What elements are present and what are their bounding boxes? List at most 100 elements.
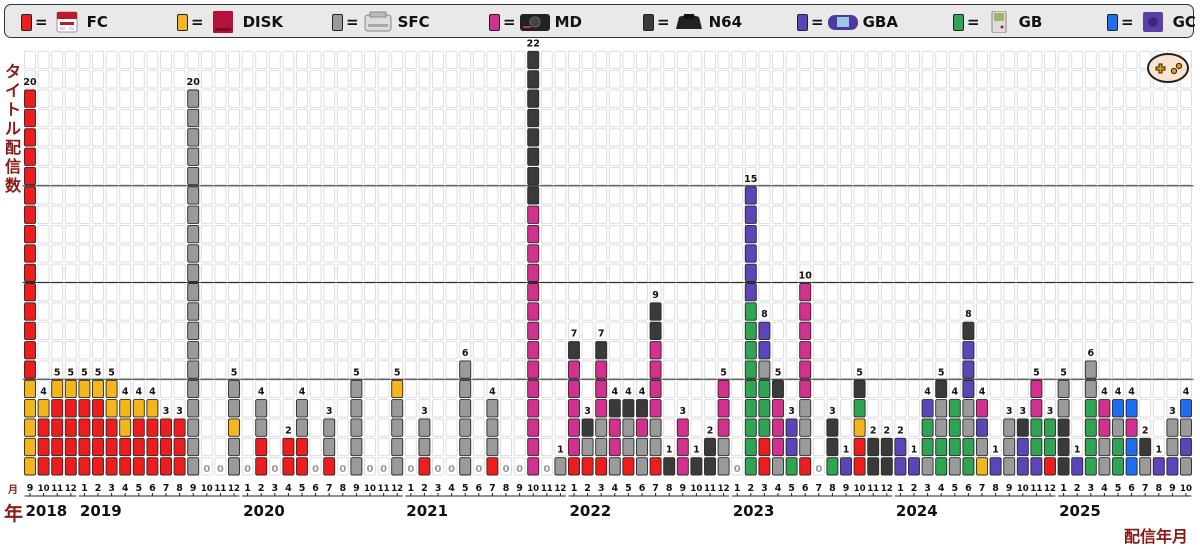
grid-cell bbox=[663, 224, 676, 244]
bar-cell-md bbox=[527, 457, 540, 476]
month-tick-label: 10 bbox=[201, 484, 213, 494]
bar-cell-md bbox=[649, 399, 662, 418]
year-labels: 2018 2019 2020 2021 2022 2023 2024 2025 bbox=[24, 493, 1192, 520]
bar-cell-sfc bbox=[228, 399, 240, 418]
grid-cell bbox=[908, 89, 920, 108]
grid-cell bbox=[690, 89, 703, 108]
grid-cell bbox=[880, 128, 893, 147]
grid-cell bbox=[921, 166, 934, 186]
grid-cell bbox=[812, 50, 825, 70]
grid-cell bbox=[173, 244, 186, 263]
grid-cell bbox=[1180, 379, 1192, 399]
bar-cell-sfc bbox=[622, 437, 635, 457]
grid-cell bbox=[364, 50, 376, 70]
grid-cell bbox=[472, 321, 485, 341]
month-tick-label: 3 bbox=[271, 483, 278, 494]
grid-cell bbox=[445, 321, 458, 341]
grid-cell bbox=[472, 418, 485, 437]
month-tick-label: 12 bbox=[718, 484, 730, 494]
grid-cell bbox=[880, 186, 893, 205]
grid-cell bbox=[78, 186, 91, 205]
bar-cell-sfc bbox=[418, 437, 431, 457]
grid-cell bbox=[377, 379, 390, 399]
bar-cell-sfc bbox=[1057, 399, 1070, 418]
grid-cell bbox=[948, 147, 961, 166]
bar-cell-sfc bbox=[323, 418, 336, 437]
grid-cell bbox=[1180, 341, 1192, 360]
grid-cell bbox=[935, 360, 948, 379]
grid-cell bbox=[880, 50, 893, 70]
grid-cell bbox=[282, 283, 295, 302]
data-label: 1 bbox=[557, 445, 564, 456]
grid-cell bbox=[1180, 89, 1192, 108]
grid-cell bbox=[690, 263, 703, 282]
bar-cell-gb bbox=[935, 437, 948, 457]
grid-cell bbox=[1098, 360, 1111, 379]
grid-cell bbox=[880, 147, 893, 166]
bar-cell-md bbox=[527, 360, 540, 379]
grid-cell bbox=[649, 147, 662, 166]
grid-cell bbox=[1152, 379, 1165, 399]
grid-cell bbox=[105, 321, 118, 341]
month-tick-label: 5 bbox=[1115, 483, 1122, 494]
grid-cell bbox=[486, 89, 499, 108]
grid-cell bbox=[540, 128, 553, 147]
grid-cell bbox=[377, 205, 390, 224]
grid-cell bbox=[404, 360, 417, 379]
grid-cell bbox=[758, 147, 771, 166]
grid-cell bbox=[663, 244, 676, 263]
bar-cell-n64 bbox=[622, 399, 635, 418]
grid-cell bbox=[336, 437, 349, 457]
grid-cell bbox=[690, 147, 703, 166]
month-tick-label: 10 bbox=[854, 484, 866, 494]
bar-cell-sfc bbox=[350, 399, 363, 418]
grid-cell bbox=[418, 166, 431, 186]
grid-cell bbox=[1084, 186, 1097, 205]
grid-cell bbox=[513, 89, 526, 108]
grid-cell bbox=[1071, 186, 1084, 205]
grid-cell bbox=[282, 244, 295, 263]
grid-cell bbox=[513, 457, 526, 476]
grid-cell bbox=[758, 128, 771, 147]
grid-cell bbox=[37, 379, 50, 399]
bar-cell-n64 bbox=[880, 437, 893, 457]
grid-cell bbox=[486, 205, 499, 224]
grid-cell bbox=[214, 224, 227, 244]
grid-cell bbox=[1139, 128, 1152, 147]
grid-cell bbox=[377, 263, 390, 282]
grid-cell bbox=[840, 341, 852, 360]
grid-cell bbox=[214, 283, 227, 302]
data-label: 4 bbox=[639, 387, 646, 398]
grid-cell bbox=[200, 166, 213, 186]
data-label: 4 bbox=[1128, 387, 1135, 398]
legend-item-gc: = GC bbox=[1107, 11, 1196, 33]
bar-cell-n64 bbox=[636, 399, 648, 418]
bar-cell-fc bbox=[24, 321, 36, 341]
grid-cell bbox=[581, 205, 594, 224]
bar-cell-disk bbox=[146, 399, 159, 418]
grid-cell bbox=[309, 399, 322, 418]
bar-cell-md bbox=[772, 437, 784, 457]
grid-cell bbox=[336, 379, 349, 399]
month-tick-label: 6 bbox=[639, 483, 646, 494]
grid-cell bbox=[459, 205, 472, 224]
grid-cell bbox=[976, 128, 988, 147]
bar-cell-fc bbox=[64, 418, 77, 437]
grid-cell bbox=[867, 399, 880, 418]
grid-cell bbox=[989, 108, 1002, 128]
grid-cell bbox=[690, 50, 703, 70]
grid-cell bbox=[894, 50, 907, 70]
grid-cell bbox=[459, 147, 472, 166]
bar-cell-gb bbox=[1030, 437, 1043, 457]
data-label: 5 bbox=[856, 367, 863, 378]
grid-cell bbox=[976, 70, 988, 89]
legend-equals: = bbox=[346, 13, 359, 31]
grid-cell bbox=[636, 128, 648, 147]
grid-cell bbox=[1003, 89, 1016, 108]
grid-cell bbox=[1112, 70, 1124, 89]
grid-cell bbox=[78, 147, 91, 166]
grid-cell bbox=[1139, 263, 1152, 282]
grid-cell bbox=[676, 244, 689, 263]
grid-cell bbox=[948, 379, 961, 399]
bar-cell-sfc bbox=[459, 418, 472, 437]
